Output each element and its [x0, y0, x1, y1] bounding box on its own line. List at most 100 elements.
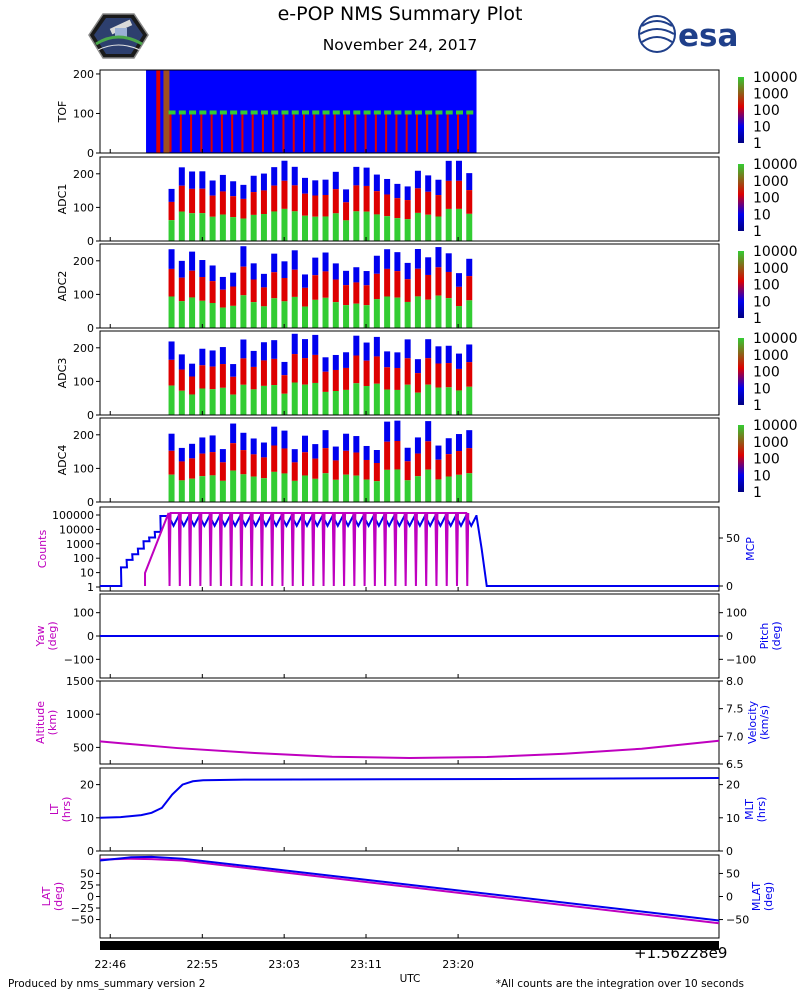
x-tick-label: 23:03 [268, 958, 300, 971]
count-column-blue [281, 361, 288, 376]
count-column-green [271, 298, 278, 328]
svg-text:MLAT: MLAT [750, 882, 763, 912]
count-column-red [466, 276, 473, 301]
count-column-blue [250, 175, 257, 193]
count-column-green [353, 475, 360, 502]
count-column-blue [343, 270, 350, 286]
count-column-green [363, 386, 370, 415]
count-column-green [425, 299, 432, 328]
count-column-blue [353, 166, 360, 186]
y-tick-label: 0 [87, 891, 94, 904]
lat-series [99, 857, 720, 925]
count-column-green [455, 474, 462, 502]
count-column-blue [455, 434, 462, 452]
count-column-green [302, 306, 309, 328]
y-tick-label: 200 [73, 429, 94, 442]
count-column-red [373, 463, 380, 482]
count-column-red [209, 195, 216, 217]
count-column-green [260, 306, 267, 328]
y-axis-label: ADC1 [56, 184, 69, 215]
count-column-blue [250, 350, 257, 367]
y-tick-label: 1500 [66, 675, 94, 688]
count-column-green [343, 220, 350, 241]
count-column-blue [384, 178, 391, 195]
count-column-blue [384, 421, 391, 442]
y-tick-label: 0 [726, 845, 733, 858]
count-column-red [178, 461, 185, 481]
count-column-green [404, 219, 411, 241]
count-column-blue [322, 252, 329, 272]
x-tick-label: 23:11 [350, 958, 382, 971]
count-column-green [445, 387, 452, 415]
count-column-blue [404, 339, 411, 359]
count-column-green [363, 211, 370, 241]
count-column-green [384, 296, 391, 328]
count-column-red [404, 358, 411, 385]
count-column-blue [250, 438, 257, 455]
panel-frame [99, 156, 720, 242]
count-column-green [332, 302, 339, 328]
count-column-blue [291, 333, 298, 355]
footer-note: *All counts are the integration over 10 … [495, 978, 744, 990]
y-axis-label-right: MLT (hrs) [743, 797, 768, 823]
count-column-blue [322, 430, 329, 449]
count-column-red [302, 287, 309, 307]
svg-text:MLT: MLT [743, 799, 756, 820]
tof-trace [333, 114, 336, 152]
svg-text:MCP: MCP [744, 537, 757, 561]
y-axis-label-left: Counts [36, 530, 49, 569]
count-column-blue [189, 363, 196, 377]
count-column-blue [240, 184, 247, 199]
count-column-green [219, 214, 226, 241]
count-column-green [435, 479, 442, 502]
tof-line-segment [455, 110, 463, 115]
colorbar-tick-label: 100 [753, 452, 780, 468]
count-column-green [455, 306, 462, 328]
tof-trace [446, 114, 449, 152]
count-column-blue [219, 174, 226, 192]
count-column-green [414, 296, 421, 328]
count-column-red [178, 369, 185, 391]
y-tick-label: 500 [73, 741, 94, 754]
count-column-blue [168, 249, 175, 269]
x-minor-tick-band [100, 941, 719, 950]
count-column-green [384, 389, 391, 415]
count-column-red [394, 198, 401, 219]
count-column-red [271, 185, 278, 212]
count-column-green [353, 383, 360, 415]
colorbar-tick-label: 10 [753, 468, 771, 484]
colorbar [738, 425, 744, 492]
y-tick-label: 10000 [59, 523, 94, 536]
y-axis-label: ADC3 [56, 358, 69, 389]
count-column-blue [445, 160, 452, 181]
tof-line-segment [178, 110, 186, 115]
count-column-blue [240, 339, 247, 359]
tof-trace [323, 114, 326, 152]
count-column-green [445, 208, 452, 241]
count-column-red [425, 274, 432, 300]
count-column-red [373, 191, 380, 215]
count-column-green [168, 220, 175, 241]
count-column-green [332, 390, 339, 415]
x-offset-text: +1.56228e9 [634, 944, 728, 962]
colorbar-tick-label: 1000 [753, 87, 789, 103]
count-column-red [240, 266, 247, 296]
count-column-blue [414, 359, 421, 374]
count-column-blue [240, 432, 247, 451]
count-column-green [455, 208, 462, 241]
count-column-red [373, 356, 380, 384]
count-column-red [312, 195, 319, 217]
tof-line-segment [425, 110, 433, 115]
count-column-green [466, 300, 473, 328]
y-axis-label-right: MCP [744, 537, 757, 561]
svg-text:ADC2: ADC2 [56, 271, 69, 302]
count-column-green [312, 216, 319, 241]
tof-line-segment [312, 110, 320, 115]
colorbar-tick-label: 1000 [753, 174, 789, 190]
svg-text:LAT: LAT [40, 886, 53, 906]
count-column-green [445, 476, 452, 502]
tof-line-segment [260, 110, 268, 115]
count-column-green [322, 297, 329, 328]
